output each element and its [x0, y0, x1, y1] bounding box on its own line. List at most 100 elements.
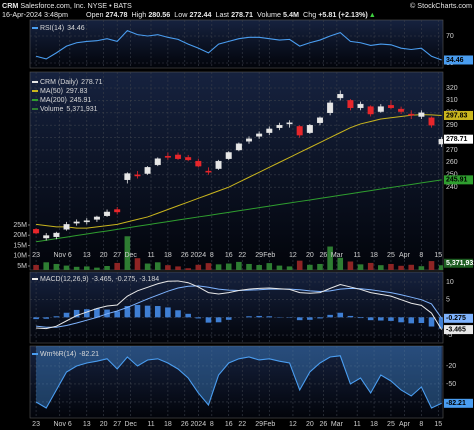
legend-value: -0.275: [115, 276, 135, 283]
y-tick-label: 270: [446, 147, 458, 154]
macd-last-value: -3.465: [446, 326, 466, 333]
legend-text: MACD(12,26,9): [40, 276, 89, 283]
legend-text: MA(200): [40, 97, 67, 104]
y-tick-label: 5: [446, 297, 450, 304]
y-tick-label: 260: [446, 159, 458, 166]
legend-sep: ,: [135, 276, 137, 283]
histogram-bar: [114, 311, 120, 318]
legend: MA(50) 297.83: [40, 88, 87, 95]
candle-body: [33, 229, 40, 234]
legend: CRM (Daily) 278.71: [40, 79, 103, 86]
quote-label: Low: [174, 10, 188, 19]
histogram-bar: [408, 317, 415, 324]
x-tick-label: Dec: [124, 421, 137, 428]
volume-bar: [225, 263, 232, 270]
x-tick-label: 16: [225, 252, 233, 259]
x-tick-label: 26: [319, 252, 327, 259]
x-tick-label: 29: [255, 252, 263, 259]
legend-text: -82.21: [79, 351, 99, 358]
x-tick-label: 20: [100, 421, 108, 428]
volume-bar: [347, 261, 354, 270]
histogram-bar: [246, 316, 252, 318]
candle-body: [144, 167, 151, 174]
volume-bar: [317, 263, 323, 270]
volume-bar: [94, 267, 100, 270]
ma-last-value-box: [444, 175, 473, 185]
histogram-bar: [144, 305, 151, 318]
volume-bar: [63, 265, 70, 270]
macd-last-value-box: [444, 325, 473, 335]
histogram-bar: [185, 313, 191, 318]
x-tick-label: 8: [419, 421, 423, 428]
histogram-bar: [195, 317, 202, 319]
quote-label: High: [132, 10, 147, 19]
histogram-bar: [124, 306, 131, 318]
histogram-bar: [175, 310, 181, 318]
volume-bar: [276, 265, 283, 270]
volume-bar: [144, 263, 151, 270]
moving-average: [36, 179, 442, 243]
volume-bar: [236, 261, 242, 270]
candle-body: [43, 235, 50, 239]
histogram-bar: [347, 315, 354, 318]
x-tick-label: 12: [289, 252, 297, 259]
x-tick-label: Nov: [54, 252, 67, 259]
x-tick-label: 6: [68, 421, 72, 428]
y-tick-label: 290: [446, 122, 458, 129]
candle-body: [438, 138, 443, 145]
x-tick-label: Apr: [399, 252, 411, 259]
x-tick-label: 23: [32, 252, 40, 259]
candle-body: [428, 117, 435, 126]
candle-body: [154, 158, 161, 166]
volume-bar: [185, 268, 191, 270]
volume-bar: [438, 265, 443, 270]
quote-label: Chg: [303, 10, 316, 19]
candle-body: [357, 103, 364, 109]
candle-body: [164, 155, 171, 158]
histogram-bar: [388, 317, 394, 321]
candle-body: [205, 170, 212, 173]
exchange: NYSE • BATS: [88, 1, 133, 10]
quote-label: Volume: [257, 10, 281, 19]
x-tick-label: 18: [370, 252, 378, 259]
x-tick-label: Apr: [399, 421, 411, 428]
x-tick-label: 8: [210, 252, 214, 259]
histogram-bar: [43, 317, 50, 319]
plot-area: [30, 20, 443, 68]
legend: Volume 5,371,931: [40, 106, 98, 113]
legend-text: 5,371,931: [66, 106, 97, 113]
volume-bar: [83, 266, 90, 270]
x-tick-label: 11: [147, 421, 154, 428]
volume-bar: [114, 262, 120, 270]
volume-bar: [154, 262, 161, 270]
candle-body: [53, 232, 60, 237]
candle-body: [266, 128, 273, 133]
volume-bar: [286, 266, 293, 270]
x-tick-label: 15: [434, 252, 442, 259]
y-tick-label: -20: [446, 363, 456, 370]
legend: MA(200) 245.91: [40, 97, 91, 104]
histogram-bar: [398, 317, 404, 323]
signal-last-value-box: [444, 313, 473, 323]
quote-value: 278.71: [231, 10, 253, 19]
x-tick-label: 27: [113, 421, 121, 428]
up-arrow-icon: ▲: [369, 10, 376, 19]
x-tick-label: 15: [434, 421, 442, 428]
legend-text: RSI(14): [40, 25, 64, 32]
volume-bar: [388, 263, 394, 270]
quote-value: 274.78: [106, 10, 128, 19]
plot-area: [30, 72, 443, 270]
legend: RSI(14) 34.46: [40, 25, 85, 32]
volume-tick-label: 15M: [13, 242, 27, 249]
volume-bar: [53, 263, 60, 270]
volume-bar: [327, 246, 333, 270]
candle-body: [93, 216, 100, 220]
volume-bar: [428, 261, 435, 270]
legend-text: MA(50): [40, 88, 63, 95]
last-value: -82.21: [446, 400, 466, 407]
volume-bar: [175, 266, 181, 270]
candle-body: [327, 102, 334, 113]
histogram-bar: [154, 306, 161, 318]
volume-bar: [398, 265, 404, 270]
x-tick-label: 12: [289, 421, 297, 428]
